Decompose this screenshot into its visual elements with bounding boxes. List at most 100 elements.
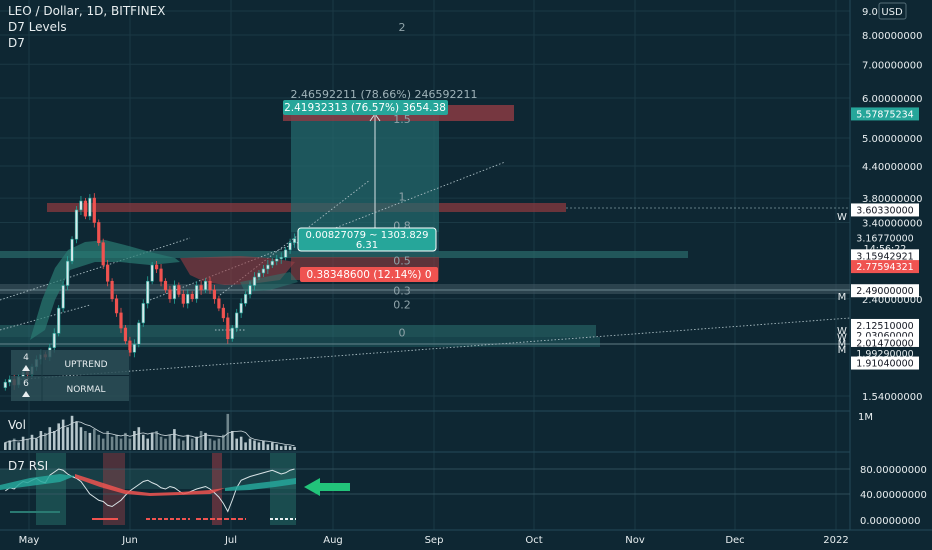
volume-bar [39, 431, 43, 450]
volume-bar [226, 413, 230, 450]
candle [235, 312, 239, 329]
time-axis-label: May [19, 535, 40, 546]
zone-teal-mid [0, 251, 688, 258]
candle [128, 340, 132, 353]
volume-bar [57, 423, 60, 450]
candle [177, 285, 181, 295]
rsi-axis-0: 0.00000000 [860, 516, 920, 527]
volume-bar [159, 436, 163, 450]
candle [123, 327, 128, 342]
price-tag-label: 3.15942921 [856, 251, 913, 262]
candle [79, 200, 83, 211]
price-tag [851, 203, 919, 217]
volume-bar [253, 440, 256, 450]
volume-bar [128, 438, 132, 450]
chart-title: LEO / Dollar, 1D, BITFINEX [8, 4, 165, 18]
rsi-signal-ticks [10, 511, 296, 520]
price-tag [851, 249, 919, 263]
volume-bar [26, 438, 29, 450]
currency-badge[interactable] [878, 2, 907, 20]
price-tag-label: 3.60330000 [856, 205, 913, 216]
candle [292, 238, 297, 244]
candle [3, 381, 7, 388]
volume-bar [124, 432, 127, 450]
volume-bar [119, 438, 123, 450]
price-tag [851, 107, 919, 121]
candle [172, 285, 177, 300]
zone-teal-base [0, 337, 600, 347]
candle [275, 258, 279, 262]
volume-bar [182, 440, 185, 450]
level-marker: M [838, 345, 847, 356]
volume-bar [141, 434, 145, 450]
fib-level-label: 0 [399, 326, 406, 339]
candle [181, 293, 185, 304]
volume-bar [70, 415, 74, 450]
zone-teal-bottom [0, 325, 596, 337]
volume-bar [44, 432, 47, 450]
status-panel-row-2 [11, 376, 129, 401]
currency-badge-label: USD [881, 7, 903, 18]
candle [203, 280, 208, 291]
volume-label: Vol [8, 418, 26, 432]
status-row-1-number: 4 [23, 353, 29, 363]
status-panel-row-1 [11, 350, 129, 375]
volume-bar [93, 429, 96, 450]
candle [52, 333, 56, 348]
price-tag [851, 284, 919, 298]
measure-top-label: 2.46592211 (78.66%) 246592211 [291, 88, 478, 101]
candle [92, 197, 96, 223]
volume-bar [248, 438, 252, 450]
level-marker: W [837, 333, 847, 344]
price-axis: 9.00 8.00000000 7.00000000 6.00000000 5.0000… [862, 7, 922, 403]
rsi-line [5, 468, 295, 513]
volume-bar [244, 442, 247, 450]
indicator-label-levels: D7 Levels [8, 20, 67, 34]
candle [266, 264, 270, 270]
candle [137, 322, 141, 345]
rsi-ribbon-teal [0, 474, 75, 490]
candle [57, 307, 61, 334]
long-entry-box [297, 227, 437, 252]
volume-bar [61, 419, 65, 450]
volume-bar [284, 445, 287, 450]
candle [221, 307, 225, 319]
triangle-up-icon [22, 365, 30, 371]
volume-bar [164, 438, 167, 450]
price-tags: 5.578752343.603300003.1677000014:56:223.… [851, 107, 919, 370]
candle [97, 222, 101, 244]
candle [74, 209, 79, 240]
price-tag-label: 2.49000000 [856, 286, 913, 297]
candle [66, 260, 70, 286]
volume-bar [155, 431, 158, 450]
volume-bar [222, 434, 225, 450]
candle [155, 264, 159, 270]
indicator-label-d7: D7 [8, 36, 25, 50]
volume-bar [186, 434, 190, 450]
candle [279, 257, 283, 260]
candle [168, 289, 172, 300]
candle [150, 264, 154, 282]
time-axis-label: Oct [525, 535, 542, 546]
long-stop-box [300, 267, 438, 282]
candle [252, 276, 257, 286]
volume-bar [21, 436, 25, 450]
volume-bar [110, 436, 114, 450]
volume-bar [146, 438, 149, 450]
candle [8, 379, 12, 383]
long-stop-label: 0.38348600 (12.14%) 0 [306, 269, 431, 281]
candle [239, 303, 243, 314]
triangle-up-icon [22, 391, 30, 397]
volume-bar [12, 438, 16, 450]
price-axis-label: 4.40000000 [862, 162, 922, 173]
volume-bar [17, 442, 20, 450]
price-axis-label: 5.00000000 [862, 134, 922, 145]
volume-bar [293, 446, 296, 450]
volume-bar [257, 442, 261, 450]
volume-bar [52, 431, 56, 450]
rsi-highlight-3 [212, 453, 222, 525]
volume-bar [195, 436, 198, 450]
level-marker: W [837, 212, 847, 223]
